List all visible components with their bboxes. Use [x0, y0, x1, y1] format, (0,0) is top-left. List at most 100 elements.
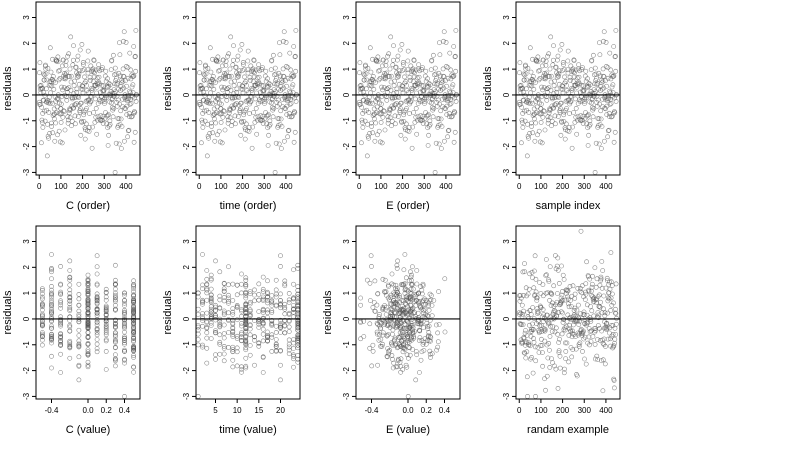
residual-point	[585, 113, 591, 118]
residual-point	[49, 337, 54, 343]
residual-point	[252, 292, 257, 298]
residual-point	[37, 70, 42, 76]
residual-point	[437, 40, 442, 46]
residual-point	[400, 330, 405, 335]
x-tick-label: 400	[599, 406, 613, 415]
y-tick-label: 0	[342, 316, 351, 321]
residual-point	[567, 99, 573, 105]
residual-point	[131, 329, 136, 335]
residual-point	[533, 394, 538, 399]
residual-point	[584, 113, 590, 119]
y-tick-label: 0	[342, 92, 351, 97]
residual-point	[220, 63, 225, 69]
residual-point	[612, 325, 618, 331]
residual-point	[516, 99, 522, 105]
residual-point	[444, 83, 449, 89]
residual-point	[104, 85, 110, 90]
residual-point	[52, 116, 57, 122]
residual-point	[118, 116, 124, 122]
y-tick-label: -2	[342, 366, 351, 374]
residual-point	[277, 40, 282, 46]
residual-point	[600, 79, 606, 84]
residual-point	[73, 65, 79, 70]
residual-point	[604, 83, 609, 89]
residual-point	[372, 308, 378, 314]
residual-point	[286, 337, 292, 343]
residual-point	[525, 394, 530, 399]
residual-point	[49, 311, 54, 317]
residual-point	[421, 99, 427, 104]
residual-point	[556, 340, 562, 345]
residual-point	[230, 57, 236, 63]
residual-point	[131, 296, 136, 302]
residual-point	[90, 78, 96, 84]
residual-point	[289, 84, 295, 90]
residual-point	[544, 97, 550, 103]
residual-point	[594, 82, 600, 87]
residual-point	[433, 140, 439, 146]
residual-point	[528, 312, 534, 317]
residual-point	[390, 323, 396, 329]
residual-point	[410, 281, 415, 287]
residual-point	[112, 65, 118, 71]
residual-point	[612, 336, 618, 342]
residual-point	[523, 66, 529, 72]
residual-point	[581, 312, 587, 318]
residual-point	[122, 394, 127, 399]
residual-point	[408, 269, 413, 275]
residual-point	[69, 118, 75, 124]
residual-point	[105, 76, 110, 82]
residual-point	[104, 95, 109, 101]
residual-point	[74, 89, 80, 95]
residual-point	[94, 271, 100, 277]
residual-point	[370, 130, 376, 136]
residual-point	[416, 81, 422, 87]
residual-point	[581, 99, 587, 104]
residual-point	[230, 357, 236, 363]
residual-point	[392, 78, 397, 84]
residual-point	[101, 88, 107, 93]
residual-point	[276, 116, 282, 122]
residual-point	[417, 335, 423, 340]
residual-point	[131, 309, 136, 315]
residual-point	[395, 57, 400, 63]
residual-point	[113, 345, 118, 351]
residual-point	[402, 252, 408, 257]
residual-point	[247, 74, 253, 80]
residual-point	[565, 58, 571, 64]
residual-point	[453, 68, 459, 74]
residual-point	[452, 54, 458, 60]
residual-point	[531, 86, 537, 92]
residual-point	[130, 82, 136, 88]
residual-point	[415, 310, 421, 316]
residual-point	[103, 349, 109, 354]
residual-point	[544, 272, 549, 278]
residual-point	[85, 300, 91, 306]
residual-point	[235, 53, 241, 59]
residual-point	[574, 131, 580, 137]
residual-point	[402, 136, 408, 142]
residual-point	[377, 332, 382, 338]
residual-point	[240, 60, 246, 65]
residual-point	[436, 70, 442, 76]
residual-point	[602, 313, 608, 319]
residual-point	[205, 133, 211, 139]
residual-point	[241, 119, 247, 124]
residual-point	[407, 99, 413, 105]
residual-point	[399, 119, 405, 125]
residual-point	[131, 346, 136, 351]
residual-point	[274, 76, 279, 81]
residual-point	[543, 387, 548, 393]
residual-point	[122, 315, 127, 320]
residual-point	[612, 110, 618, 115]
residual-point	[58, 106, 64, 112]
residual-point	[256, 74, 262, 80]
y-axis-label: residuals	[482, 290, 494, 335]
residual-point	[529, 269, 535, 275]
residual-point	[416, 62, 421, 68]
residual-point	[217, 322, 223, 327]
residual-point	[383, 289, 389, 294]
residual-point	[76, 71, 82, 77]
residual-point	[538, 291, 544, 296]
residual-point	[576, 322, 582, 327]
